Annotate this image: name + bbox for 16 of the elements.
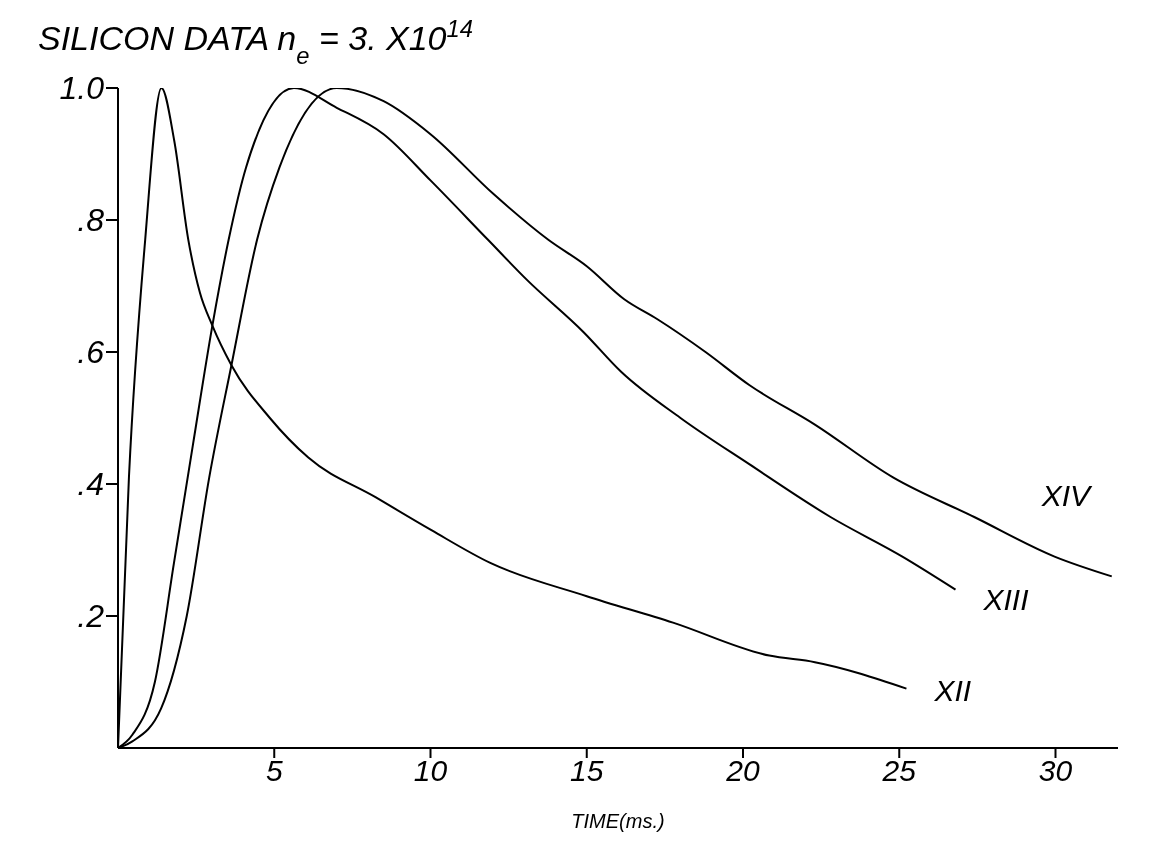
series-label: XIV	[1040, 479, 1094, 513]
x-tick-label: 5	[265, 754, 283, 788]
x-tick-label: 25	[881, 754, 917, 788]
y-tick-label: 1.0	[59, 70, 105, 107]
y-tick-label: .2	[77, 598, 105, 635]
x-tick-label: 15	[570, 754, 604, 788]
x-tick-label: 20	[725, 754, 760, 788]
y-tick-label: .6	[77, 334, 105, 371]
x-tick-label: 30	[1038, 754, 1073, 788]
series-label: XII	[933, 673, 972, 707]
y-tick-label: .4	[77, 466, 104, 503]
x-tick-label: 10	[413, 754, 448, 788]
chart-title: SILICON DATA n$_{e}$ = 3. X10$^{14}$	[38, 14, 473, 69]
y-tick-label: .8	[77, 202, 105, 239]
x-axis-title: TIME(ms.)	[571, 810, 665, 832]
series-label: XIII	[982, 582, 1029, 616]
